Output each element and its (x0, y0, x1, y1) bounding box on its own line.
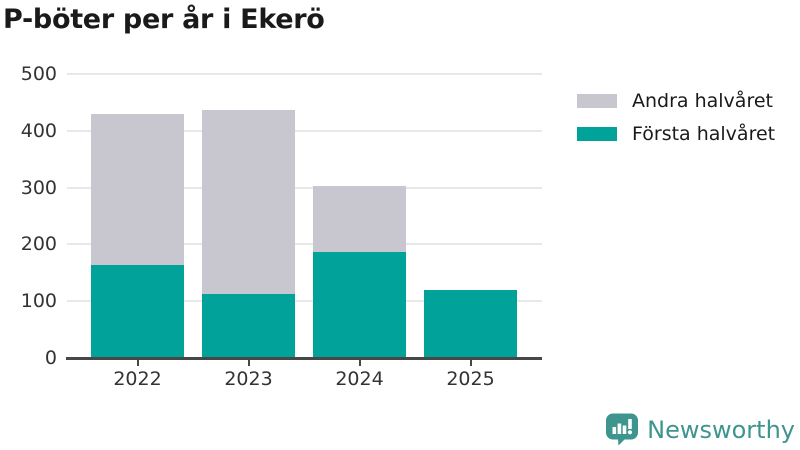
logo-text: Newsworthy (647, 415, 795, 444)
y-tick-label: 300 (20, 176, 57, 199)
bar-segment-2022 (91, 265, 184, 358)
y-axis-labels: 0 100 200 300 400 500 (0, 63, 57, 369)
gridline (67, 300, 542, 303)
legend-swatch-first-half (577, 127, 617, 141)
y-tick-label: 400 (20, 119, 57, 142)
y-tick-label: 500 (20, 63, 57, 85)
x-tick-label: 2024 (335, 368, 384, 390)
bar-segment-2024 (313, 186, 406, 253)
y-tick-label: 200 (20, 233, 57, 256)
x-axis-line (66, 357, 542, 360)
bar-segment-2023 (202, 294, 295, 358)
legend-item: Första halvåret (577, 123, 775, 145)
bar-chart-speech-bubble-icon (606, 413, 639, 446)
y-tick-label: 0 (44, 347, 57, 369)
bar-segment-2024 (313, 252, 406, 358)
gridline (67, 129, 542, 132)
gridline (67, 73, 542, 75)
bar-segment-2023 (202, 110, 295, 295)
bar-segment-2022 (91, 113, 184, 266)
y-tick-label: 100 (20, 290, 57, 313)
legend-swatch-second-half (577, 94, 617, 108)
legend-label: Första halvåret (632, 123, 776, 145)
legend: Andra halvåret Första halvåret (577, 90, 775, 156)
newsworthy-logo: Newsworthy (605, 413, 795, 446)
x-tick-label: 2023 (224, 368, 273, 390)
legend-label: Andra halvåret (632, 90, 773, 112)
x-tick-label: 2022 (113, 368, 162, 390)
x-tick-mark (358, 360, 361, 366)
x-tick-label: 2025 (446, 368, 495, 390)
x-tick-mark (247, 360, 250, 366)
bar-segment-2025 (424, 289, 517, 358)
x-tick-mark (469, 360, 472, 366)
gridline (67, 243, 542, 246)
legend-item: Andra halvåret (577, 90, 775, 112)
x-tick-mark (136, 360, 139, 366)
plot-area: 2022 2023 2024 2025 (67, 73, 542, 390)
gridline (67, 186, 542, 189)
chart-title: P-böter per år i Ekerö (3, 4, 325, 35)
